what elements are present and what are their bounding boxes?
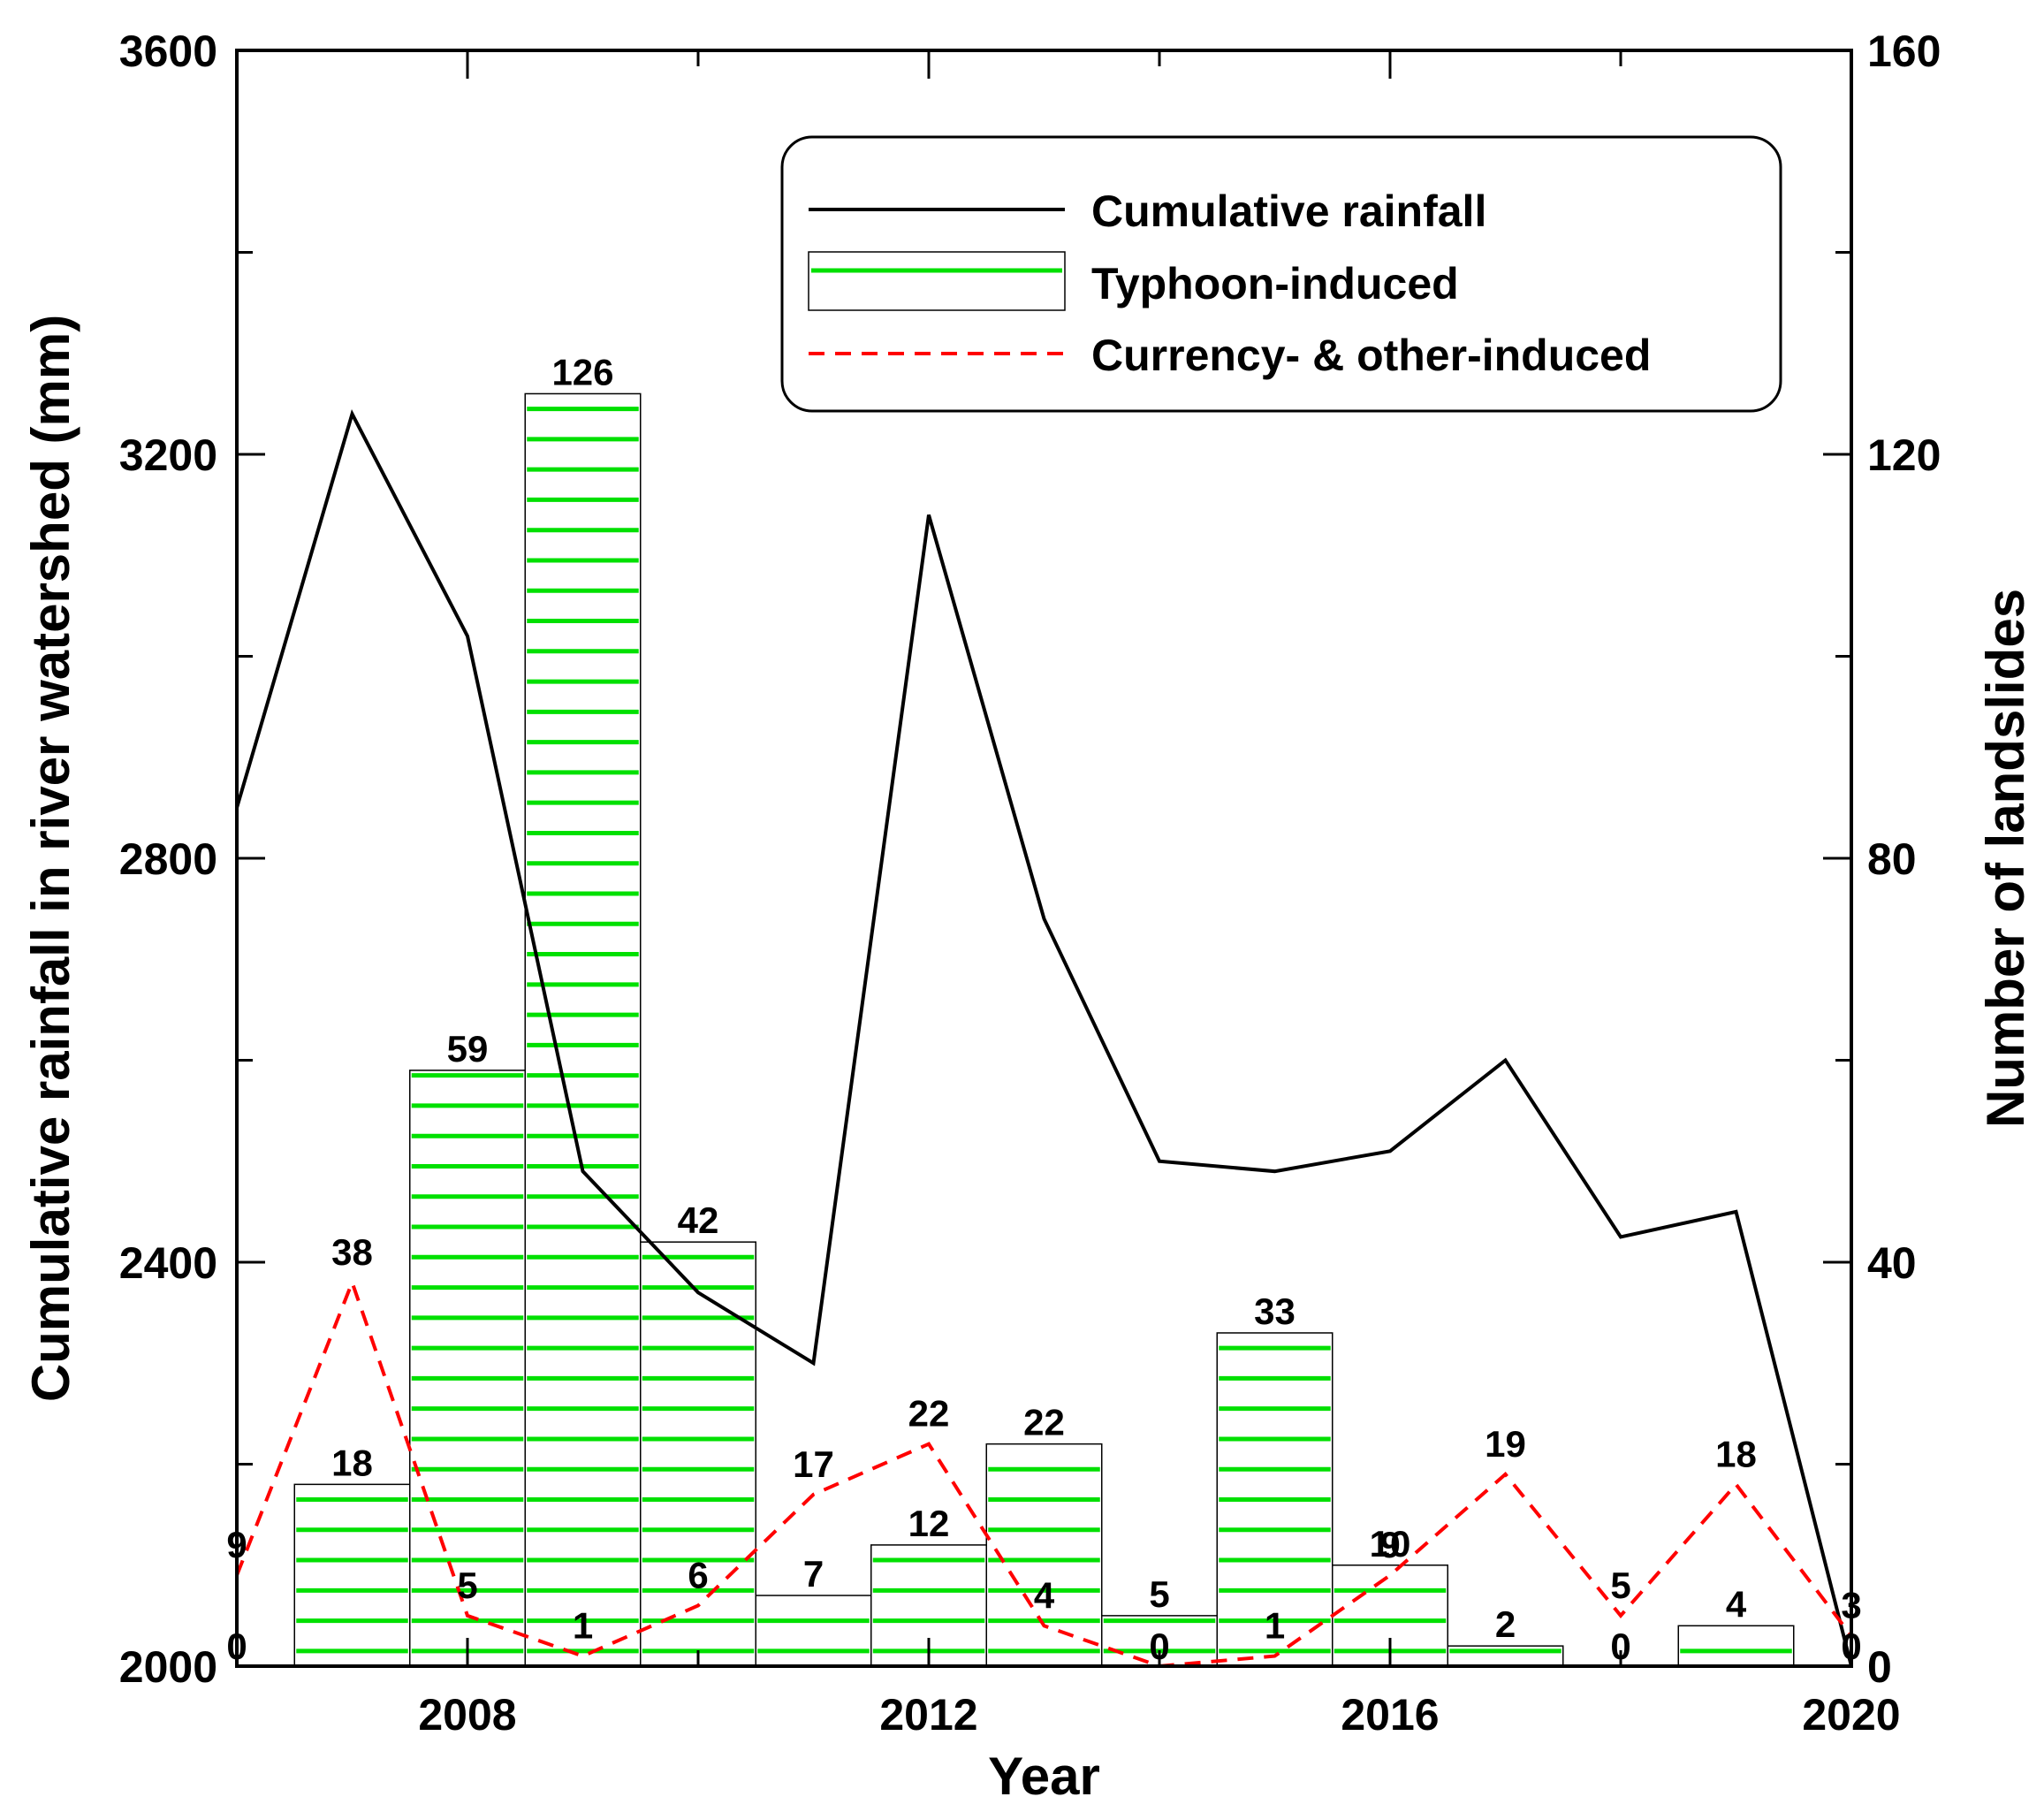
typhoon-label-2009: 126	[551, 351, 613, 392]
x-tick-label-2008: 2008	[418, 1690, 516, 1740]
typhoon-label-2020: 0	[1841, 1625, 1861, 1667]
legend-label-typhoon: Typhoon-induced	[1091, 259, 1459, 308]
other-label-2019: 18	[1715, 1433, 1757, 1474]
typhoon-bar-box-2011	[755, 1595, 872, 1667]
legend-swatch-typhoon	[808, 251, 1066, 311]
y-left-tick-label-2800: 2800	[119, 834, 217, 884]
typhoon-label-2012: 12	[908, 1503, 950, 1544]
typhoon-bar-2009	[524, 392, 642, 1667]
typhoon-bar-box-2010	[640, 1241, 756, 1667]
other-label-2014: 0	[1149, 1625, 1169, 1667]
y-right-tick-label-40: 40	[1867, 1238, 1917, 1288]
legend-label-other: Currency- & other-induced	[1091, 331, 1651, 380]
typhoon-label-2019: 4	[1726, 1583, 1747, 1625]
typhoon-bar-2008	[409, 1070, 526, 1667]
other-label-2010: 6	[688, 1554, 708, 1595]
typhoon-bar-2010	[640, 1241, 756, 1667]
typhoon-bar-box-2019	[1677, 1625, 1795, 1667]
typhoon-label-2017: 2	[1495, 1603, 1516, 1645]
other-label-2012: 22	[908, 1393, 950, 1435]
typhoon-bar-box-2007	[293, 1483, 411, 1667]
other-label-2006: 9	[226, 1524, 247, 1565]
typhoon-label-2008: 59	[447, 1028, 489, 1070]
axis-titles: Year Cumulative rainfall in river waters…	[21, 315, 2035, 1806]
typhoon-bar-2015	[1216, 1332, 1334, 1667]
legend-label-rainfall: Cumulative rainfall	[1091, 187, 1486, 236]
typhoon-bar-2007	[293, 1483, 411, 1667]
other-label-2017: 19	[1485, 1423, 1526, 1465]
other-label-2009: 1	[573, 1605, 593, 1647]
typhoon-bar-2019	[1677, 1625, 1795, 1667]
y-right-tick-label-120: 120	[1867, 430, 1941, 480]
y-left-tick-label-3200: 3200	[119, 430, 217, 480]
y-right-tick-label-0: 0	[1867, 1642, 1892, 1692]
typhoon-bar-2016	[1332, 1565, 1448, 1667]
other-label-2016: 9	[1379, 1524, 1400, 1565]
other-label-2018: 5	[1610, 1565, 1630, 1606]
typhoon-label-2016: 10	[1370, 1523, 1411, 1565]
other-induced-line	[235, 1277, 1853, 1669]
rainfall-line	[235, 408, 1853, 1667]
typhoon-label-2010: 42	[678, 1199, 719, 1241]
y-left-tick-label-2000: 2000	[119, 1642, 217, 1692]
typhoon-bar-2017	[1447, 1645, 1564, 1667]
y-right-tick-label-80: 80	[1867, 834, 1917, 884]
typhoon-bar-2013	[985, 1443, 1103, 1667]
other-label-2011: 17	[793, 1443, 834, 1485]
y-right-tick-label-160: 160	[1867, 27, 1941, 76]
typhoon-label-2007: 18	[331, 1442, 373, 1483]
series-lines	[235, 408, 1853, 1669]
axis-ticks: 2008 2012 2016 2020200024002800320036000408…	[119, 27, 1941, 1740]
typhoon-label-2018: 0	[1610, 1625, 1630, 1667]
typhoon-label-2013: 22	[1023, 1402, 1065, 1443]
x-axis-title: Year	[988, 1747, 1100, 1806]
x-tick-label-2016: 2016	[1341, 1690, 1439, 1740]
x-tick-label-2020: 2020	[1802, 1690, 1900, 1740]
typhoon-label-2015: 33	[1254, 1290, 1296, 1332]
y-right-axis-title: Number of landslides	[1976, 589, 2035, 1128]
other-label-2020: 3	[1841, 1585, 1861, 1626]
typhoon-bar-box-2013	[985, 1443, 1103, 1667]
y-left-tick-label-2400: 2400	[119, 1238, 217, 1288]
other-label-2013: 4	[1034, 1574, 1055, 1616]
typhoon-bar-2011	[755, 1595, 872, 1667]
typhoon-label-2006: 0	[226, 1625, 247, 1667]
typhoon-bar-box-2009	[524, 392, 642, 1667]
y-left-axis-title: Cumulative rainfall in river watershed (…	[21, 315, 80, 1402]
typhoon-label-2011: 7	[803, 1553, 824, 1595]
x-tick-label-2012: 2012	[879, 1690, 977, 1740]
other-label-2015: 1	[1265, 1605, 1285, 1647]
typhoon-bars	[293, 392, 1795, 1667]
legend: Cumulative rainfall Typhoon-induced Curr…	[780, 135, 1782, 413]
y-left-tick-label-3600: 3600	[119, 27, 217, 76]
typhoon-label-2014: 5	[1149, 1573, 1169, 1615]
legend-box	[780, 135, 1782, 413]
other-label-2008: 5	[457, 1565, 477, 1606]
other-label-2007: 38	[331, 1231, 373, 1273]
